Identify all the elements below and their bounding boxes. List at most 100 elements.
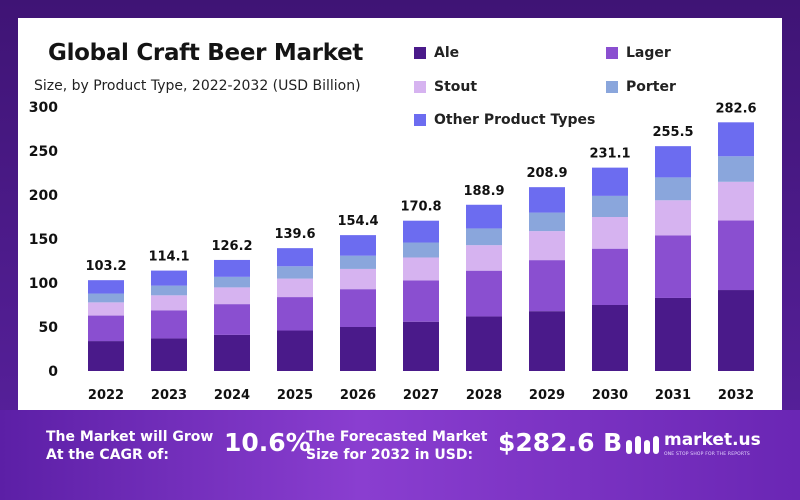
forecast-value: $282.6 B <box>498 428 623 457</box>
legend-item-lager: Lager <box>606 45 671 61</box>
bar-segment <box>592 217 628 249</box>
chart-title: Global Craft Beer Market <box>48 40 364 66</box>
bar-segment <box>277 278 313 298</box>
bar-segment <box>655 177 691 201</box>
bar-segment <box>277 297 313 331</box>
forecast-label-line1: The Forecasted Market <box>306 429 488 445</box>
bar-segment <box>718 122 754 157</box>
bar-segment <box>466 270 502 317</box>
bar-segment <box>88 341 124 371</box>
bar-segment <box>466 316 502 371</box>
bar-segment <box>718 181 754 221</box>
bar-segment <box>340 235 376 256</box>
bar-segment <box>340 268 376 290</box>
bar-total-label: 154.4 <box>337 214 378 229</box>
legend-label-ale: Ale <box>434 45 460 61</box>
x-tick-label: 2026 <box>340 388 376 403</box>
bar-segment <box>277 248 313 267</box>
bar-segment <box>529 231 565 261</box>
cagr-label-line1: The Market will Grow <box>46 429 214 445</box>
bar-segment <box>655 146 691 178</box>
summary-banner <box>0 410 800 500</box>
legend-label-stout: Stout <box>434 79 478 95</box>
bar-segment <box>718 220 754 291</box>
bar-segment <box>592 248 628 305</box>
legend-swatch-stout <box>414 81 426 93</box>
bar-segment <box>151 285 187 296</box>
bar-segment <box>466 245 502 271</box>
x-tick-label: 2024 <box>214 388 250 403</box>
bar-segment <box>214 276 250 288</box>
bar-segment <box>214 334 250 371</box>
bar-segment <box>214 287 250 305</box>
market-us-logo-icon <box>626 436 659 454</box>
y-tick-label: 0 <box>48 364 58 380</box>
bar-segment <box>403 321 439 371</box>
stacked-bar-chart: 0 50 100 150 200 250 300 103.2 2022 114.1 2023 126.… <box>29 100 757 403</box>
y-tick-label: 150 <box>29 232 58 248</box>
bar-total-label: 255.5 <box>652 125 693 140</box>
bar-segment <box>151 270 187 286</box>
bar-segment <box>88 280 124 294</box>
bar-segment <box>529 212 565 232</box>
bar-total-label: 126.2 <box>211 239 252 254</box>
y-tick-label: 200 <box>29 188 58 204</box>
bar-segment <box>592 305 628 371</box>
legend-label-lager: Lager <box>626 45 671 61</box>
legend-swatch-ale <box>414 47 426 59</box>
x-tick-label: 2028 <box>466 388 502 403</box>
bar-segment <box>88 315 124 342</box>
bar-segment <box>655 235 691 298</box>
bar-total-label: 114.1 <box>148 250 189 265</box>
bar-segment <box>214 259 250 277</box>
bar-segment <box>403 257 439 281</box>
cagr-label: The Market will Grow At the CAGR of: <box>46 428 213 464</box>
cagr-label-line2: At the CAGR of: <box>46 447 169 463</box>
x-tick-label: 2032 <box>718 388 754 403</box>
bar-segment <box>529 260 565 312</box>
bar-segment <box>277 266 313 279</box>
bar-segment <box>403 220 439 243</box>
bar-total-label: 282.6 <box>715 101 756 116</box>
bar-segment <box>151 295 187 311</box>
bar-segment <box>340 255 376 269</box>
forecast-label-line2: Size for 2032 in USD: <box>306 447 474 463</box>
bar-segment <box>592 195 628 217</box>
bar-segment <box>466 228 502 246</box>
legend-item-stout: Stout <box>414 79 477 95</box>
bar-segment <box>340 289 376 327</box>
bar-segment <box>718 290 754 371</box>
legend-label-other: Other Product Types <box>434 112 596 128</box>
legend-label-porter: Porter <box>626 79 676 95</box>
legend-swatch-other <box>414 114 426 126</box>
bar-total-label: 170.8 <box>400 200 441 215</box>
x-tick-label: 2023 <box>151 388 187 403</box>
bar-segment <box>403 242 439 258</box>
bar-segment <box>403 280 439 322</box>
bar-segment <box>529 311 565 371</box>
legend-item-porter: Porter <box>606 79 676 95</box>
x-tick-label: 2031 <box>655 388 691 403</box>
y-tick-label: 50 <box>39 320 59 336</box>
bar-segment <box>655 200 691 236</box>
bar-segment <box>151 338 187 371</box>
y-tick-label: 100 <box>29 276 58 292</box>
y-tick-label: 300 <box>29 100 58 116</box>
bar-segment <box>340 327 376 371</box>
x-tick-label: 2030 <box>592 388 628 403</box>
bar-total-label: 103.2 <box>85 259 126 274</box>
brand-tagline: ONE STOP SHOP FOR THE REPORTS <box>664 452 750 457</box>
forecast-label: The Forecasted Market Size for 2032 in U… <box>306 428 487 464</box>
x-tick-label: 2022 <box>88 388 124 403</box>
bar-total-label: 139.6 <box>274 227 315 242</box>
bar-segment <box>88 293 124 303</box>
y-tick-label: 250 <box>29 144 58 160</box>
brand-name: market.us <box>664 430 761 450</box>
legend-swatch-porter <box>606 81 618 93</box>
x-tick-label: 2027 <box>403 388 439 403</box>
legend-swatch-lager <box>606 47 618 59</box>
bar-segment <box>151 310 187 339</box>
bar-total-label: 231.1 <box>589 147 630 162</box>
cagr-value: 10.6% <box>224 428 311 457</box>
bar-total-label: 208.9 <box>526 166 567 181</box>
